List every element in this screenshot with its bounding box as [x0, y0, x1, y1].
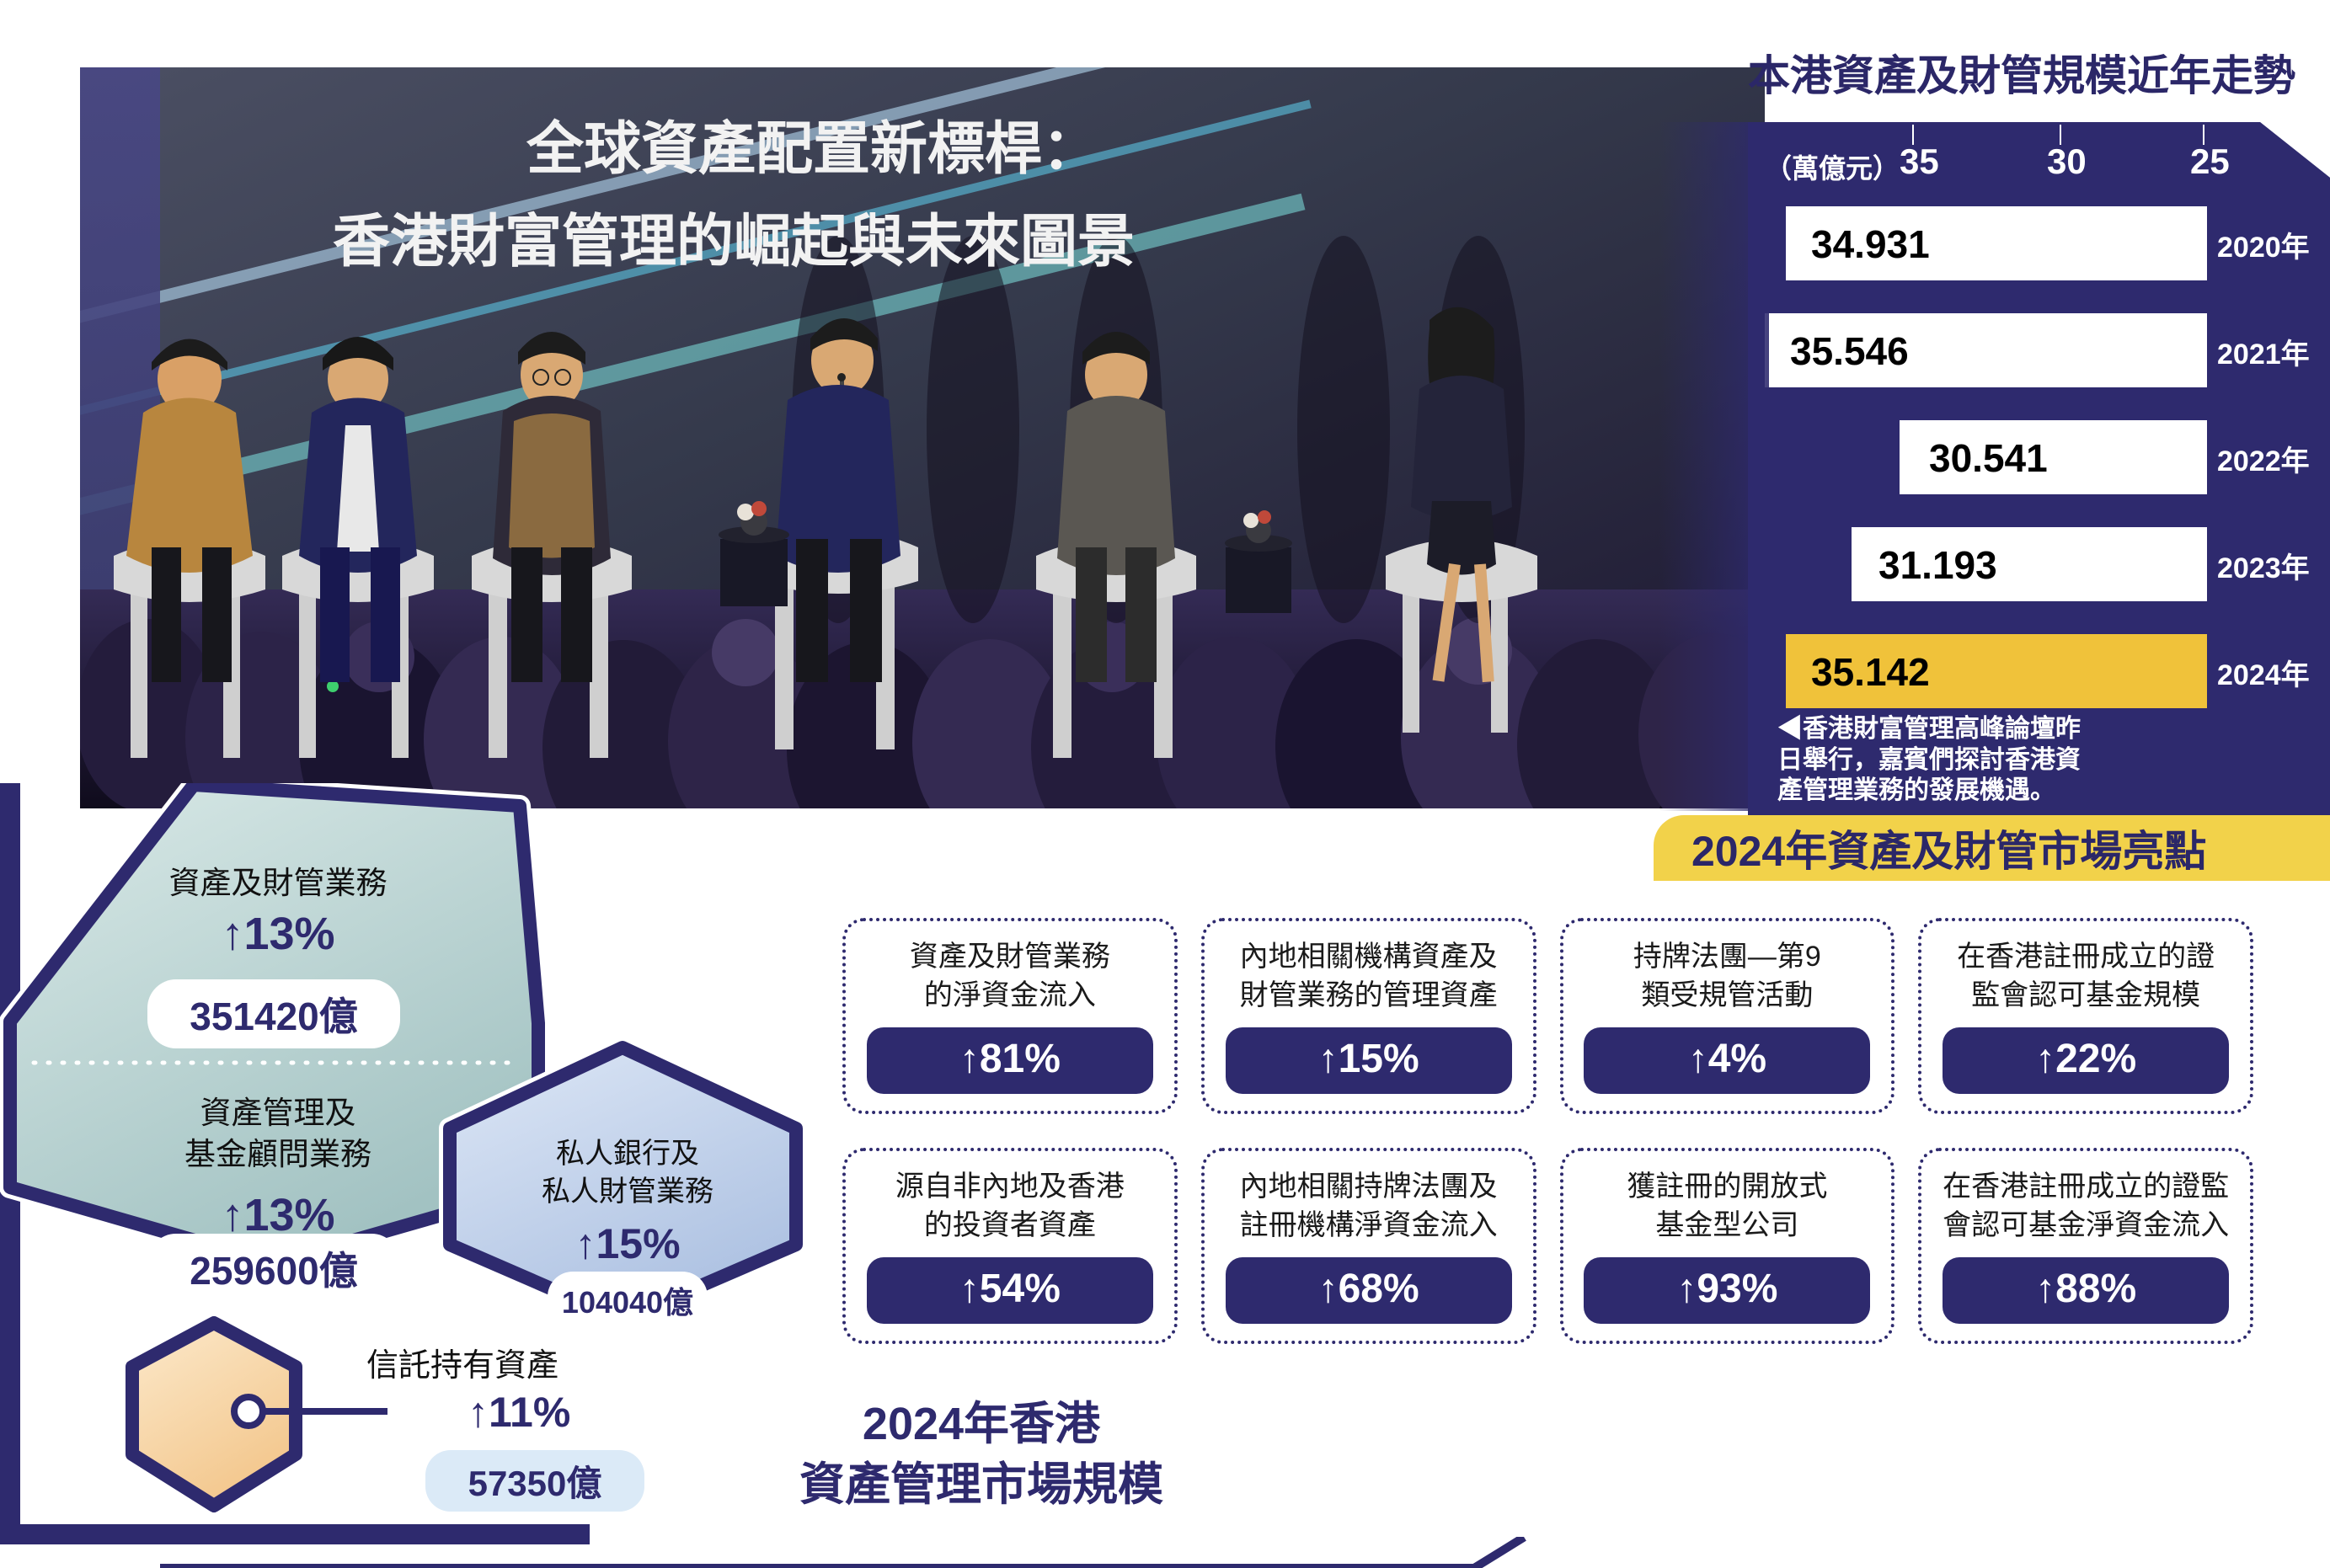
svg-text:香港財富管理的崛起與未來圖景: 香港財富管理的崛起與未來圖景	[333, 210, 1135, 274]
svg-text:全球資產配置新標桿：: 全球資產配置新標桿：	[526, 117, 1099, 181]
